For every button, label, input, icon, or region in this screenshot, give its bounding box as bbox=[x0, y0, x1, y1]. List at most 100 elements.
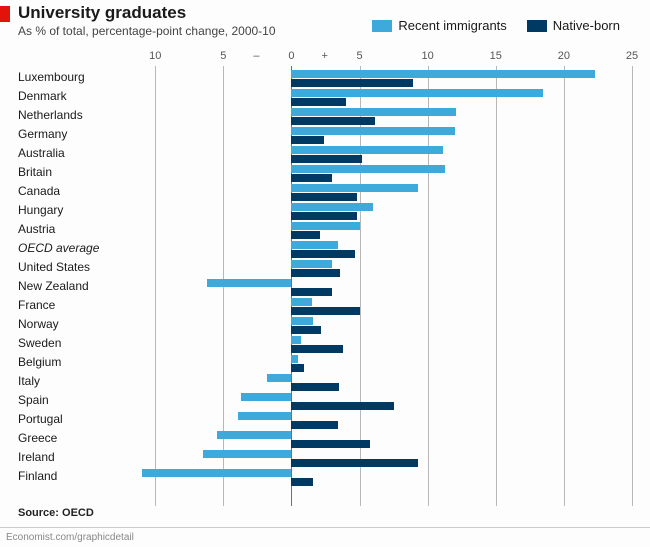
bar-recent-immigrants bbox=[291, 298, 311, 306]
x-tick-label: 0 bbox=[288, 50, 294, 62]
chart-row: Australia bbox=[18, 146, 632, 165]
legend-label: Native-born bbox=[553, 18, 620, 33]
bar-native-born bbox=[291, 345, 343, 353]
chart-row: Denmark bbox=[18, 89, 632, 108]
row-label: Hungary bbox=[18, 204, 63, 217]
chart-row: Finland bbox=[18, 469, 632, 488]
x-tick-label: 15 bbox=[490, 50, 502, 62]
chart-row: Belgium bbox=[18, 355, 632, 374]
bar-native-born bbox=[291, 307, 359, 315]
chart-row: Germany bbox=[18, 127, 632, 146]
row-label: Greece bbox=[18, 432, 57, 445]
bar-native-born bbox=[291, 250, 355, 258]
bar-native-born bbox=[291, 364, 303, 372]
row-label: Germany bbox=[18, 128, 67, 141]
row-label: OECD average bbox=[18, 242, 99, 255]
row-label: Finland bbox=[18, 470, 57, 483]
row-label: Netherlands bbox=[18, 109, 83, 122]
bar-native-born bbox=[291, 98, 345, 106]
source-line: Source: OECD bbox=[18, 507, 94, 519]
bar-recent-immigrants bbox=[291, 108, 456, 116]
axis-minus-sign: – bbox=[253, 50, 259, 62]
chart-row: Norway bbox=[18, 317, 632, 336]
chart-row: Spain bbox=[18, 393, 632, 412]
bar-native-born bbox=[291, 212, 356, 220]
chart-row: Sweden bbox=[18, 336, 632, 355]
row-label: Austria bbox=[18, 223, 55, 236]
footer-credit: Economist.com/graphicdetail bbox=[0, 527, 650, 547]
row-label: Canada bbox=[18, 185, 60, 198]
bar-recent-immigrants bbox=[203, 450, 292, 458]
chart-page: University graduates As % of total, perc… bbox=[0, 0, 650, 547]
bar-native-born bbox=[291, 288, 332, 296]
legend-label: Recent immigrants bbox=[398, 18, 506, 33]
bar-native-born bbox=[291, 421, 337, 429]
bar-native-born bbox=[291, 440, 370, 448]
row-label: Sweden bbox=[18, 337, 61, 350]
row-label: United States bbox=[18, 261, 90, 274]
chart-row: France bbox=[18, 298, 632, 317]
bar-native-born bbox=[291, 269, 340, 277]
x-tick-label: 25 bbox=[626, 50, 638, 62]
chart-row: Britain bbox=[18, 165, 632, 184]
bar-recent-immigrants bbox=[291, 260, 332, 268]
row-label: Britain bbox=[18, 166, 52, 179]
bar-recent-immigrants bbox=[291, 203, 373, 211]
chart-row: Ireland bbox=[18, 450, 632, 469]
bar-native-born bbox=[291, 117, 374, 125]
chart-row: Canada bbox=[18, 184, 632, 203]
bar-native-born bbox=[291, 459, 418, 467]
bar-recent-immigrants bbox=[291, 165, 445, 173]
bar-native-born bbox=[291, 174, 332, 182]
chart-row: OECD average bbox=[18, 241, 632, 260]
row-label: Norway bbox=[18, 318, 59, 331]
bar-recent-immigrants bbox=[291, 317, 313, 325]
legend-item: Native-born bbox=[527, 18, 620, 33]
chart-row: Netherlands bbox=[18, 108, 632, 127]
bar-recent-immigrants bbox=[291, 355, 298, 363]
chart-title: University graduates bbox=[18, 3, 186, 23]
grid-line bbox=[632, 66, 633, 506]
x-tick-label: 20 bbox=[558, 50, 570, 62]
bar-native-born bbox=[291, 231, 320, 239]
bar-recent-immigrants bbox=[291, 127, 454, 135]
legend-swatch bbox=[527, 20, 547, 32]
row-label: Italy bbox=[18, 375, 40, 388]
chart-subtitle: As % of total, percentage-point change, … bbox=[18, 24, 276, 38]
plot-area: LuxembourgDenmark Netherlands Germany Austr… bbox=[18, 66, 632, 506]
bar-recent-immigrants bbox=[241, 393, 291, 401]
row-label: Portugal bbox=[18, 413, 63, 426]
row-label: Denmark bbox=[18, 90, 67, 103]
bar-recent-immigrants bbox=[267, 374, 292, 382]
bar-native-born bbox=[291, 193, 356, 201]
legend-item: Recent immigrants bbox=[372, 18, 506, 33]
chart-row: Austria bbox=[18, 222, 632, 241]
bar-native-born bbox=[291, 326, 321, 334]
bar-native-born bbox=[291, 478, 313, 486]
bar-native-born bbox=[291, 402, 393, 410]
bar-recent-immigrants bbox=[291, 336, 301, 344]
x-tick-label: 5 bbox=[220, 50, 226, 62]
chart-row: United States bbox=[18, 260, 632, 279]
bar-recent-immigrants bbox=[291, 241, 337, 249]
bar-recent-immigrants bbox=[291, 146, 442, 154]
row-label: Spain bbox=[18, 394, 49, 407]
row-label: Australia bbox=[18, 147, 65, 160]
x-tick-label: 10 bbox=[422, 50, 434, 62]
chart-row: Luxembourg bbox=[18, 70, 632, 89]
row-label: Belgium bbox=[18, 356, 61, 369]
bar-recent-immigrants bbox=[142, 469, 292, 477]
bar-native-born bbox=[291, 155, 362, 163]
brand-block bbox=[0, 6, 10, 22]
bar-recent-immigrants bbox=[291, 70, 595, 78]
bar-native-born bbox=[291, 383, 339, 391]
row-label: New Zealand bbox=[18, 280, 89, 293]
bar-native-born bbox=[291, 79, 412, 87]
chart-row: Italy bbox=[18, 374, 632, 393]
chart-row: New Zealand bbox=[18, 279, 632, 298]
bar-recent-immigrants bbox=[207, 279, 291, 287]
chart-row: Portugal bbox=[18, 412, 632, 431]
bar-native-born bbox=[291, 136, 324, 144]
row-label: France bbox=[18, 299, 55, 312]
bar-recent-immigrants bbox=[291, 89, 543, 97]
